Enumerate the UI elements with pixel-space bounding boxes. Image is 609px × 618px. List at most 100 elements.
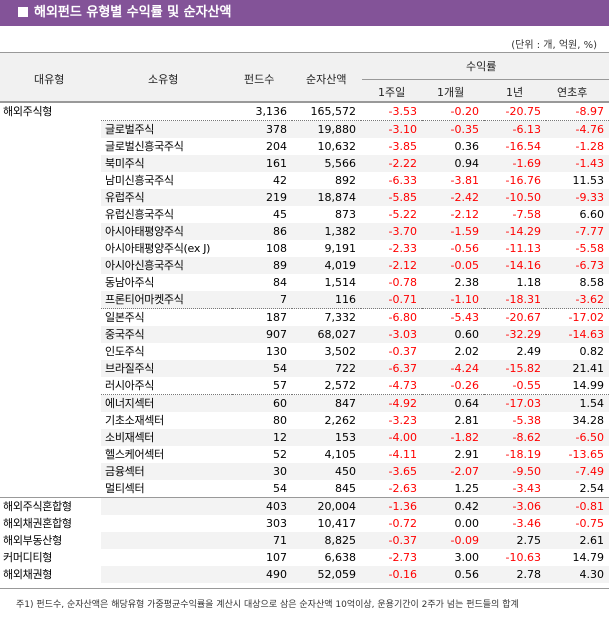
net-assets: 892 <box>335 173 356 187</box>
header-minor: 소유형 <box>148 73 179 86</box>
return-1week: -0.37 <box>361 532 422 549</box>
return-1month: 0.60 <box>422 326 484 343</box>
header-nav: 순자산액 <box>306 73 347 86</box>
return-1year: 2.75 <box>484 532 546 549</box>
return-1month: -1.10 <box>422 291 484 309</box>
unit-label: (단위 : 개, 억원, %) <box>511 40 597 51</box>
minor-type <box>101 549 232 566</box>
return-ytd: 8.58 <box>579 275 605 289</box>
table-row: 러시아주식 57 2,572 -4.73 -0.26 -0.55 14.99 <box>0 377 609 395</box>
minor-type: 유럽주식 <box>101 189 232 206</box>
minor-type: 글로벌주식 <box>101 120 232 138</box>
major-type <box>0 257 101 274</box>
return-1month: 0.94 <box>422 155 484 172</box>
return-1month: -4.24 <box>422 360 484 377</box>
return-1week: -4.73 <box>388 378 417 392</box>
minor-type: 일본주식 <box>101 308 232 326</box>
net-assets: 2,572 <box>324 378 357 392</box>
major-type <box>0 240 101 257</box>
net-assets: 19,880 <box>292 120 361 138</box>
return-1month: -1.82 <box>422 429 484 446</box>
table-row: 해외채권형 490 52,059 -0.16 0.56 2.78 4.30 <box>0 566 609 583</box>
net-assets: 7,332 <box>292 308 361 326</box>
return-1week: -2.73 <box>388 550 417 564</box>
table-row: 아시아태평양주식 86 1,382 -3.70 -1.59 -14.29 -7.77 <box>0 223 609 240</box>
return-1week: -5.85 <box>361 189 422 206</box>
fund-count: 130 <box>266 344 287 358</box>
table-row: 동남아주식 84 1,514 -0.78 2.38 1.18 8.58 <box>0 274 609 291</box>
major-type <box>0 189 101 206</box>
return-ytd: 2.61 <box>546 532 609 549</box>
fund-count: 303 <box>266 516 287 530</box>
major-type <box>0 343 101 360</box>
return-1month: -0.26 <box>450 378 479 392</box>
return-ytd: 0.82 <box>579 344 605 358</box>
return-1year: -18.19 <box>505 447 541 461</box>
return-1week: -3.65 <box>361 463 422 480</box>
return-ytd: 34.28 <box>572 413 605 427</box>
return-1month: 2.81 <box>454 413 480 427</box>
return-ytd: -6.50 <box>546 429 609 446</box>
return-1year: -3.06 <box>484 497 546 515</box>
net-assets: 722 <box>292 360 361 377</box>
fund-count: 219 <box>232 189 292 206</box>
header-major: 대유형 <box>34 73 65 86</box>
table-row: 헬스케어섹터 52 4,105 -4.11 2.91 -18.19 -13.65 <box>0 446 609 463</box>
major-type <box>0 274 101 291</box>
table-row: 멀티섹터 54 845 -2.63 1.25 -3.43 2.54 <box>0 480 609 498</box>
return-ytd: 21.41 <box>546 360 609 377</box>
minor-type: 프론티어마켓주식 <box>101 291 232 309</box>
return-1month: -5.43 <box>422 308 484 326</box>
net-assets: 153 <box>292 429 361 446</box>
major-type: 해외부동산형 <box>3 533 62 547</box>
net-assets: 116 <box>292 291 361 309</box>
fund-count: 57 <box>273 378 287 392</box>
return-1month: 0.56 <box>422 566 484 583</box>
return-1month: -2.12 <box>450 207 479 221</box>
table-row: 북미주식 161 5,566 -2.22 0.94 -1.69 -1.43 <box>0 155 609 172</box>
minor-type: 기초소재섹터 <box>105 413 164 427</box>
fund-count: 3,136 <box>255 104 288 118</box>
return-1week: -6.37 <box>361 360 422 377</box>
table-row: 유럽신흥국주식 45 873 -5.22 -2.12 -7.58 6.60 <box>0 206 609 223</box>
fund-count: 42 <box>273 173 287 187</box>
major-type <box>0 155 101 172</box>
fund-count: 378 <box>232 120 292 138</box>
return-1month: 2.38 <box>454 275 480 289</box>
minor-type: 글로벌신흥국주식 <box>105 139 184 153</box>
header-count: 펀드수 <box>244 73 275 86</box>
return-1month: -0.56 <box>450 241 479 255</box>
return-ytd: 2.54 <box>579 481 605 495</box>
table-row: 아시아태평양주식(ex J) 108 9,191 -2.33 -0.56 -11.13 -5… <box>0 240 609 257</box>
major-type <box>0 446 101 463</box>
fund-count: 52 <box>273 447 287 461</box>
header-ytd: 연초후 <box>557 86 588 99</box>
return-1week: -3.23 <box>388 413 417 427</box>
return-1year: -0.55 <box>512 378 541 392</box>
return-1month: -2.42 <box>422 189 484 206</box>
major-type <box>0 121 101 139</box>
minor-type: 아시아태평양주식 <box>101 223 232 240</box>
table-row: 해외채권혼합형 303 10,417 -0.72 0.00 -3.46 -0.75 <box>0 515 609 532</box>
table-row: 해외부동산형 71 8,825 -0.37 -0.09 2.75 2.61 <box>0 532 609 549</box>
minor-type: 인도주식 <box>105 344 145 358</box>
return-1year: -11.13 <box>505 241 541 255</box>
fund-count: 86 <box>232 223 292 240</box>
return-1week: -3.85 <box>388 139 417 153</box>
return-1week: -4.92 <box>361 394 422 412</box>
return-1month: -2.07 <box>422 463 484 480</box>
major-type <box>0 291 101 309</box>
fund-count: 107 <box>266 550 287 564</box>
fund-count: 12 <box>232 429 292 446</box>
return-1week: -0.71 <box>361 291 422 309</box>
header-1year: 1년 <box>506 86 524 99</box>
return-1year: -3.43 <box>512 481 541 495</box>
minor-type <box>101 532 232 549</box>
return-ytd: -1.28 <box>575 139 604 153</box>
fund-count: 60 <box>232 394 292 412</box>
table-row: 글로벌신흥국주식 204 10,632 -3.85 0.36 -16.54 -1.28 <box>0 138 609 155</box>
major-type <box>0 206 101 223</box>
major-type <box>0 463 101 480</box>
minor-type: 중국주식 <box>101 326 232 343</box>
net-assets: 1,514 <box>324 275 357 289</box>
